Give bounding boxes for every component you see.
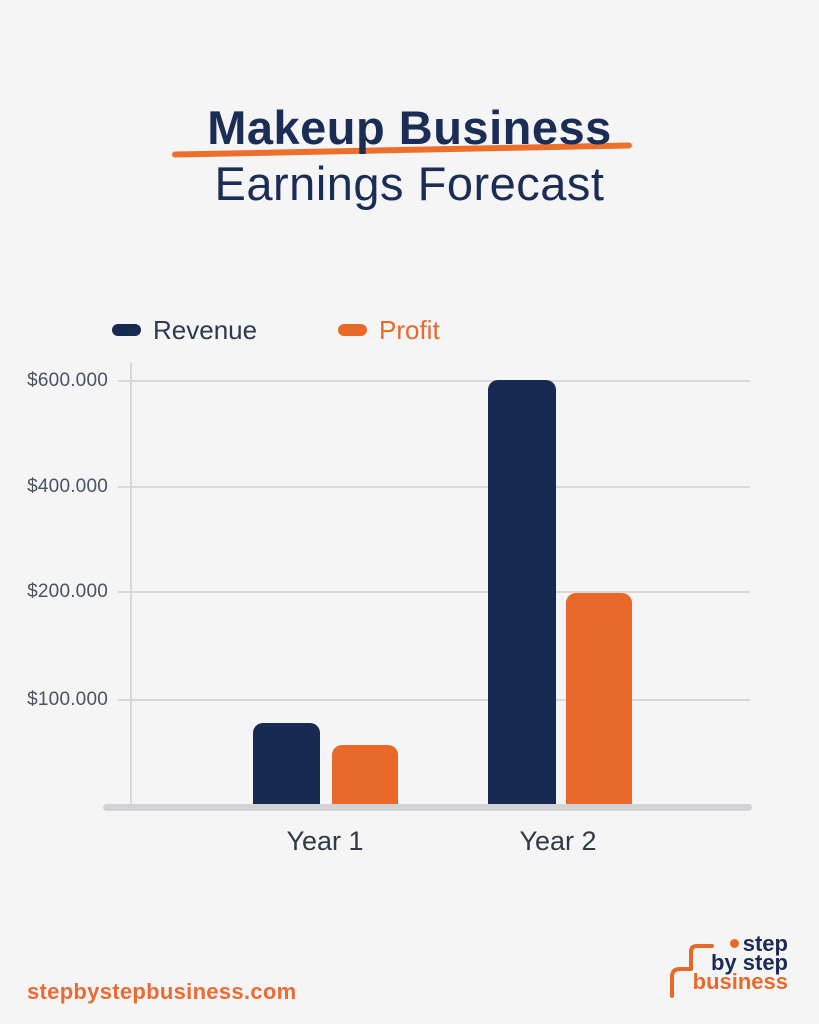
logo-text-step: step [742,931,788,956]
gridline [118,380,750,382]
bar-year-1-profit [332,745,398,804]
logo-line-bystep: by step [710,950,788,975]
legend-item-profit: Profit [338,316,440,344]
logo-line-business: business [692,969,788,994]
page-title: Makeup Business [207,101,612,154]
gridline [118,699,750,701]
logo-wordmark: step by step business [692,931,788,994]
x-axis-line [103,804,752,811]
profit-legend-label: Profit [379,315,440,345]
x-category-label: Year 1 [286,826,364,856]
logo-dot-icon [729,939,739,948]
logo-line-step: step [729,931,788,956]
bar-year-1-revenue [253,723,320,804]
revenue-legend-label: Revenue [153,315,258,345]
website-url: stepbystepbusiness.com [27,979,297,1004]
bar-year-2-profit [566,593,632,804]
page-subtitle: Earnings Forecast [214,157,605,210]
step-by-step-business-logo: step by step business [660,932,794,1006]
y-tick-label: $200.000 [27,581,108,602]
y-tick-label: $600.000 [27,370,108,391]
gridline [118,486,750,488]
y-axis-line [130,363,132,804]
y-tick-label: $100.000 [27,689,108,710]
y-tick-label: $400.000 [27,476,108,497]
legend-item-revenue: Revenue [112,316,257,344]
revenue-swatch-icon [112,324,141,336]
x-category-label: Year 2 [519,826,597,856]
profit-swatch-icon [338,324,367,336]
logo-stair-icon [670,944,714,998]
gridline [118,591,750,593]
bar-year-2-revenue [488,380,556,804]
